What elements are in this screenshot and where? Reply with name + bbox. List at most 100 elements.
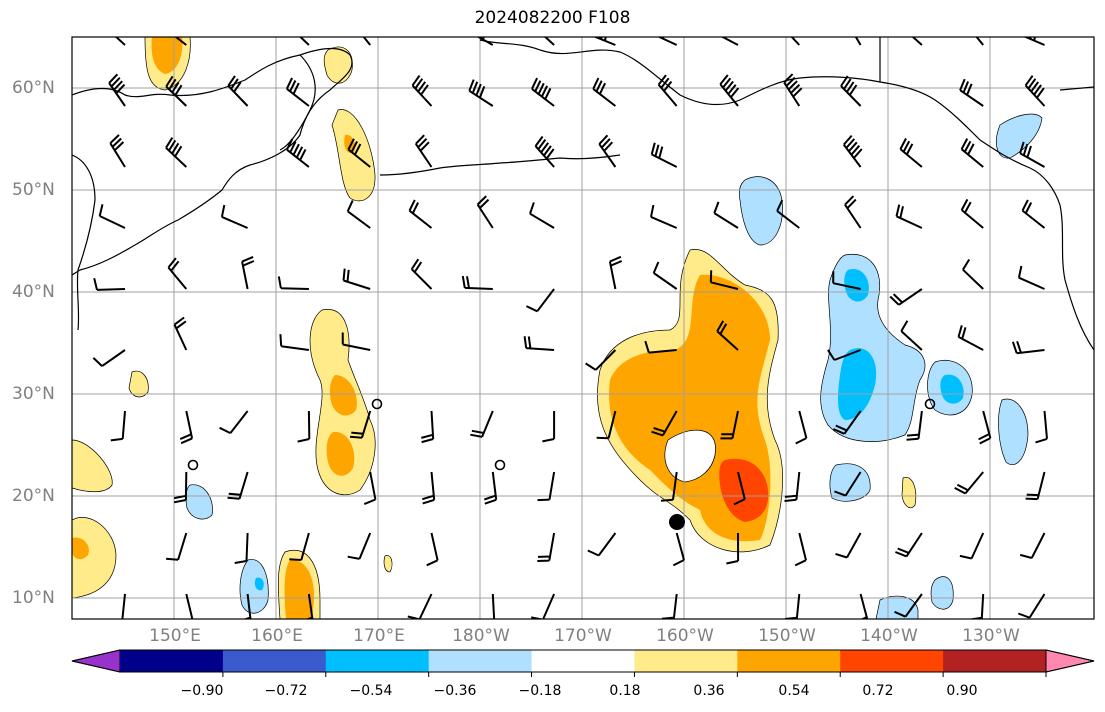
wind-barb [859,593,869,619]
colorbar-segment [737,650,841,672]
colorbar-segment [325,650,430,672]
colorbar-segments [71,649,1095,673]
wind-barb [476,37,494,46]
wind-barb [709,270,739,290]
wind-barb [900,320,923,351]
wind-barb [279,334,310,351]
positive-anomaly-core [72,537,89,560]
positive-anomaly-peak [719,458,769,522]
wind-barb [92,349,126,367]
wind-barb [347,532,372,560]
colorbar-tick-label: −0.54 [349,683,393,699]
lat-label: 20°N [12,486,55,506]
wind-barb [960,138,984,168]
wind-barb [241,255,255,290]
wind-barb [672,532,685,567]
aleutian-chain [379,154,621,176]
wind-barb [657,37,678,46]
wind-barb [349,410,372,439]
wind-barb [1035,410,1048,444]
colorbar-outline [71,649,1095,673]
wind-barb [347,138,371,168]
wind-barb [529,202,555,229]
lat-label: 40°N [12,282,55,302]
asia-coastline [72,48,353,276]
map-title: 2024082200 F108 [474,8,631,28]
wind-barb [720,410,739,440]
positive-anomaly-core [151,37,183,74]
positive-anomaly-core [326,431,355,476]
wind-barbs [92,37,1048,619]
colorbar-extend-low [71,649,121,673]
calm-marker [494,459,506,471]
wind-barb [525,288,555,313]
colorbar-tick-label: 0.36 [693,683,725,699]
wind-barb [346,199,371,229]
north-america-coastline [1059,204,1094,351]
wind-barb [959,532,985,560]
wind-barb [179,410,194,445]
lon-label: 150°W [758,626,816,646]
positive-anomaly-region [128,370,149,398]
wind-barb [108,73,126,107]
calm-marker [187,459,199,471]
colorbar-ticks [222,672,1047,677]
colorbar-tick-label: 0.72 [862,683,894,699]
map-frame [71,36,1095,620]
positive-anomaly-region [72,517,117,599]
wind-barb [1019,532,1046,559]
wind-barb [835,532,862,559]
colorbar-tick-label: −0.72 [264,683,308,699]
wind-barb [173,471,188,504]
wind-barb [895,204,923,229]
wind-barb [716,320,739,351]
wind-barb [651,410,678,437]
positive-anomaly-region [72,439,113,493]
wind-barb [491,593,496,619]
wind-barb [726,532,740,565]
wind-barb [483,471,498,505]
wind-barb [794,532,807,567]
wind-barb [644,340,677,354]
calm-marker [371,398,383,410]
lon-label: 170°E [353,626,405,646]
wind-barb [173,316,188,351]
wind-barb [657,74,678,107]
wind-barb [530,77,555,107]
negative-anomaly-region [998,398,1029,466]
positive-anomaly-region [323,46,353,84]
wind-barb [363,471,377,506]
colorbar-tick-label: 0.18 [609,683,641,699]
lon-label: 170°W [554,626,612,646]
wind-barb [960,198,984,229]
anomaly-shading [72,37,1043,619]
colorbar-tick-label: 0.54 [778,683,810,699]
negative-anomaly-region [239,559,269,614]
lat-label: 30°N [12,384,55,404]
lon-label: 160°E [251,626,303,646]
wind-barb [289,532,310,561]
lon-label: 140°W [860,626,918,646]
wind-barb [534,135,555,168]
wind-barb [286,138,310,168]
colorbar-tick-label: −0.36 [433,683,477,699]
positive-anomaly-region [901,476,917,509]
wind-barb [895,532,923,558]
positive-anomaly-core [329,375,357,416]
wind-barb [954,471,984,495]
wind-barb [783,73,803,107]
wind-barb [277,276,309,290]
wind-barb [899,138,923,168]
positive-anomaly-core [284,559,315,619]
japan-coastline [72,154,96,331]
kamchatka-coastline [279,54,316,151]
wind-barb [889,288,923,306]
negative-anomaly-region [996,113,1043,159]
wind-barb [733,471,746,506]
positive-anomaly-region [331,109,376,202]
lon-label: 160°W [656,626,714,646]
wind-barb [608,255,623,290]
wind-barb [121,593,126,619]
wind-barb [537,471,556,502]
wind-barb [978,410,992,445]
